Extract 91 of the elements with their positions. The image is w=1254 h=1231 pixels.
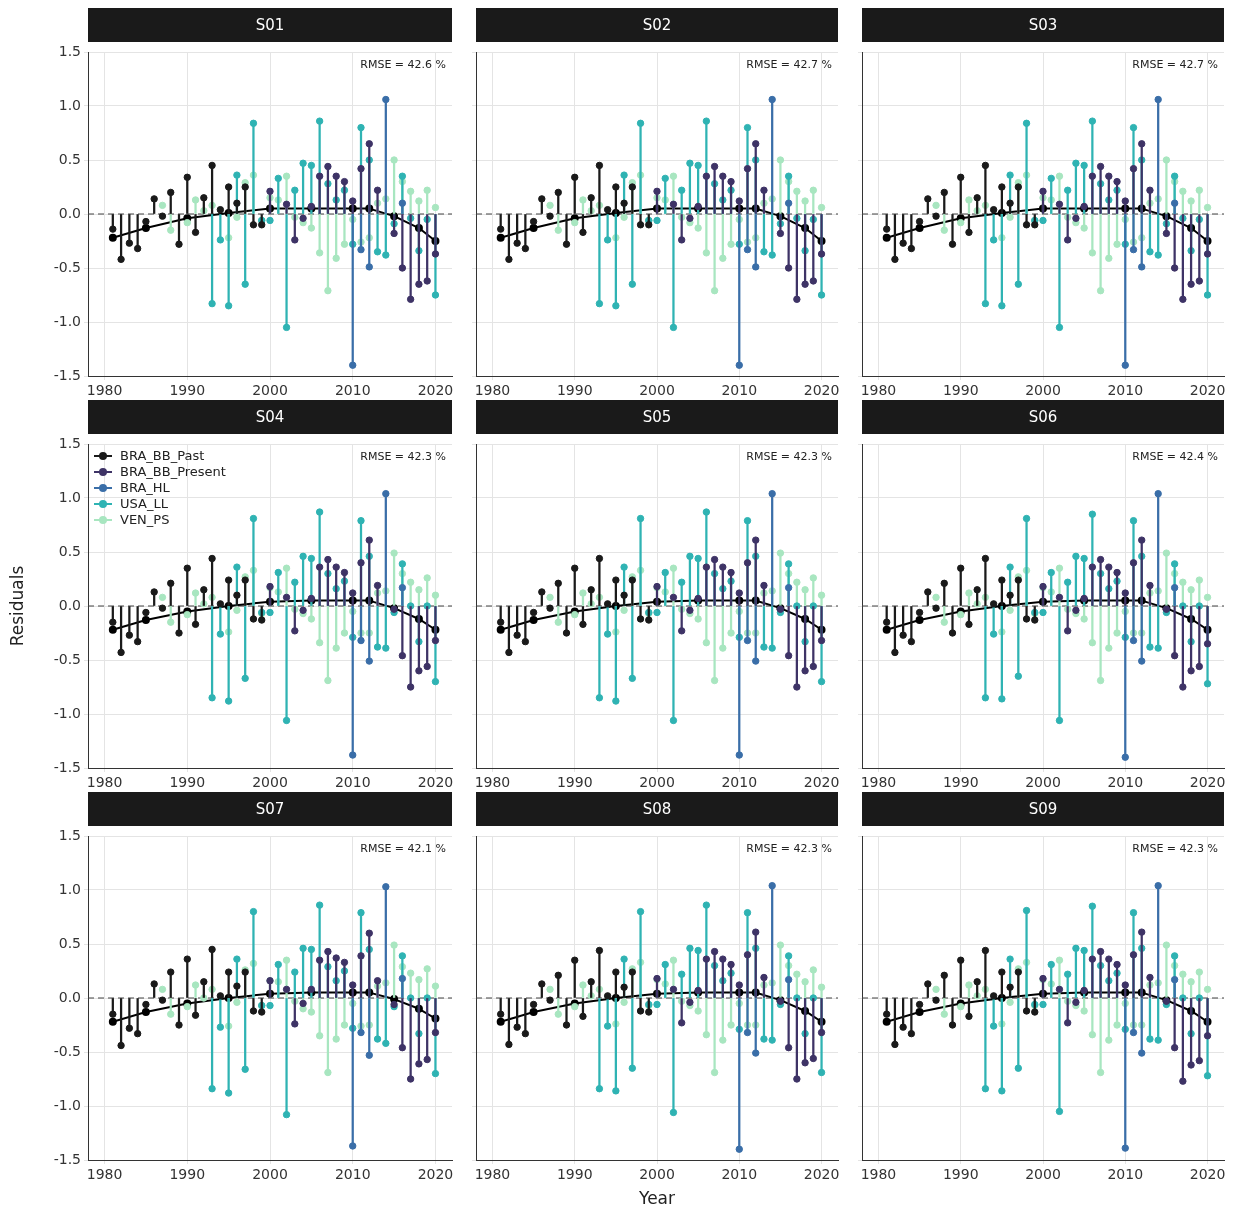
x-tick-label: 2000 xyxy=(1025,1166,1061,1183)
x-tick-label: 2000 xyxy=(1025,382,1061,399)
chart-title: S07 xyxy=(88,792,452,826)
chart-title: S06 xyxy=(862,400,1224,434)
y-tick-label: 1.0 xyxy=(58,880,81,897)
annotation: RMSE = 42.4 % xyxy=(1132,450,1218,464)
chart-title: S02 xyxy=(476,8,838,42)
x-tick-label: 2020 xyxy=(417,1166,454,1183)
chart-title: S04 xyxy=(88,400,452,434)
y-tick-label: 0.5 xyxy=(58,934,81,951)
annotation: RMSE = 42.7 % xyxy=(1132,58,1218,72)
x-tick-label: 1980 xyxy=(474,774,511,791)
chart-title: S09 xyxy=(862,792,1224,826)
annotation: RMSE = 42.3 % xyxy=(746,450,832,464)
y-tick-label: -1.5 xyxy=(53,1150,81,1167)
x-tick-label: 1990 xyxy=(942,382,979,399)
chart-title: S03 xyxy=(862,8,1224,42)
legend-label: BRA_HL xyxy=(120,480,170,496)
y-tick-label: 0.0 xyxy=(58,596,81,613)
x-tick-label: 2020 xyxy=(1189,382,1226,399)
y-tick-label: -0.5 xyxy=(53,258,81,275)
x-tick-label: 1980 xyxy=(86,382,123,399)
annotation: RMSE = 42.3 % xyxy=(1132,842,1218,856)
chart-title: S05 xyxy=(476,400,838,434)
x-tick-label: 1990 xyxy=(169,382,206,399)
x-axis-title: Year xyxy=(638,1188,675,1209)
y-axis-title: Residuals xyxy=(6,565,27,647)
x-tick-label: 2020 xyxy=(1189,774,1226,791)
x-tick-label: 1980 xyxy=(474,1166,511,1183)
y-tick-label: 1.5 xyxy=(58,434,81,451)
x-tick-label: 2000 xyxy=(639,1166,675,1183)
x-tick-label: 1990 xyxy=(169,1166,206,1183)
x-tick-label: 1990 xyxy=(169,774,206,791)
annotation: RMSE = 42.7 % xyxy=(746,58,832,72)
x-tick-label: 2010 xyxy=(334,1166,371,1183)
y-tick-label: 0.5 xyxy=(58,150,81,167)
chart-title: S01 xyxy=(88,8,452,42)
x-tick-label: 2010 xyxy=(1107,1166,1144,1183)
y-tick-label: 0.0 xyxy=(58,204,81,221)
legend-label: VEN_PS xyxy=(120,512,170,528)
annotation: RMSE = 42.6 % xyxy=(360,58,446,72)
x-tick-label: 1980 xyxy=(86,774,123,791)
x-tick-label: 2000 xyxy=(252,774,288,791)
x-tick-label: 2010 xyxy=(1107,774,1144,791)
annotation: RMSE = 42.1 % xyxy=(360,842,446,856)
x-tick-label: 1980 xyxy=(860,382,897,399)
x-tick-label: 2010 xyxy=(1107,382,1144,399)
y-tick-label: -1.0 xyxy=(53,312,81,329)
y-tick-label: 0.0 xyxy=(58,988,81,1005)
x-tick-label: 2000 xyxy=(252,382,288,399)
legend-label: USA_LL xyxy=(120,496,168,512)
x-tick-label: 2020 xyxy=(803,1166,840,1183)
y-tick-label: 1.0 xyxy=(58,96,81,113)
annotation: RMSE = 42.3 % xyxy=(360,450,446,464)
x-tick-label: 1990 xyxy=(942,1166,979,1183)
legend-label: BRA_BB_Present xyxy=(120,464,226,480)
annotation: RMSE = 42.3 % xyxy=(746,842,832,856)
x-tick-label: 2010 xyxy=(721,382,758,399)
y-tick-label: 1.0 xyxy=(58,488,81,505)
x-tick-label: 2010 xyxy=(721,1166,758,1183)
y-tick-label: 1.5 xyxy=(58,826,81,843)
x-tick-label: 1990 xyxy=(556,382,593,399)
y-tick-label: -0.5 xyxy=(53,1042,81,1059)
y-tick-label: 1.5 xyxy=(58,42,81,59)
y-tick-label: -1.0 xyxy=(53,704,81,721)
x-tick-label: 1980 xyxy=(860,1166,897,1183)
x-tick-label: 2020 xyxy=(803,774,840,791)
x-tick-label: 1980 xyxy=(860,774,897,791)
y-tick-label: -1.5 xyxy=(53,366,81,383)
x-tick-label: 1980 xyxy=(474,382,511,399)
chart-title: S08 xyxy=(476,792,838,826)
y-tick-label: -1.5 xyxy=(53,758,81,775)
x-tick-label: 2000 xyxy=(639,382,675,399)
x-tick-label: 2010 xyxy=(334,382,371,399)
x-tick-label: 2000 xyxy=(639,774,675,791)
x-tick-label: 2020 xyxy=(417,774,454,791)
x-tick-label: 1990 xyxy=(556,774,593,791)
x-tick-label: 2010 xyxy=(334,774,371,791)
x-tick-label: 1990 xyxy=(556,1166,593,1183)
x-tick-label: 2020 xyxy=(417,382,454,399)
y-tick-label: -1.0 xyxy=(53,1096,81,1113)
x-tick-label: 1990 xyxy=(942,774,979,791)
x-tick-label: 2020 xyxy=(803,382,840,399)
y-tick-label: 0.5 xyxy=(58,542,81,559)
legend-label: BRA_BB_Past xyxy=(120,448,205,464)
x-tick-label: 1980 xyxy=(86,1166,123,1183)
y-tick-label: -0.5 xyxy=(53,650,81,667)
x-tick-label: 2020 xyxy=(1189,1166,1226,1183)
x-tick-label: 2000 xyxy=(252,1166,288,1183)
x-tick-label: 2000 xyxy=(1025,774,1061,791)
x-tick-label: 2010 xyxy=(721,774,758,791)
